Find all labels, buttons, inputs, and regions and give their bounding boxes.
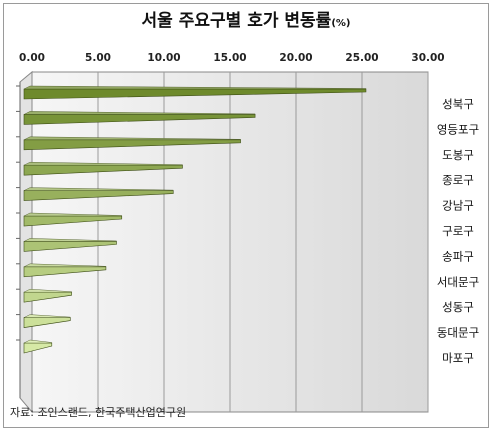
- x-tick-label: 15.00: [213, 52, 246, 64]
- x-tick-label: 30.00: [411, 52, 444, 64]
- bar-top-face: [23, 288, 72, 293]
- chart-title: 서울 주요구별 호가 변동률(%): [141, 11, 351, 31]
- bar-top-face: [23, 314, 71, 318]
- bar-top-face: [23, 238, 117, 242]
- category-label: 영등포구: [437, 122, 479, 136]
- category-label: 강남구: [442, 199, 474, 213]
- category-label: 마포구: [442, 351, 474, 365]
- bar-top-face: [23, 339, 52, 344]
- category-label: 도봉구: [442, 148, 474, 162]
- bar-top-face: [23, 111, 256, 115]
- bar-top-face: [23, 212, 122, 217]
- category-label: 동대문구: [437, 326, 479, 340]
- category-label: 구로구: [442, 224, 474, 238]
- chart-title-unit: (%): [331, 18, 351, 29]
- category-label: 서대문구: [437, 275, 479, 289]
- bar-top-face: [23, 136, 241, 141]
- category-label: 송파구: [442, 249, 474, 263]
- source-note: 자료: 조인스랜드, 한국주택산업연구원: [10, 406, 187, 419]
- x-tick-label: 0.00: [19, 52, 45, 64]
- category-label: 성동구: [442, 300, 474, 314]
- category-label: 종로구: [442, 173, 474, 187]
- x-tick-label: 25.00: [345, 52, 378, 64]
- x-tick-label: 5.00: [85, 52, 111, 64]
- bar-top-face: [23, 85, 367, 90]
- bar-top-face: [23, 263, 107, 267]
- bar-top-face: [23, 161, 183, 166]
- bar-top-face: [23, 187, 174, 191]
- category-label: 성북구: [442, 97, 474, 111]
- x-tick-label: 10.00: [147, 52, 180, 64]
- x-tick-label: 20.00: [279, 52, 312, 64]
